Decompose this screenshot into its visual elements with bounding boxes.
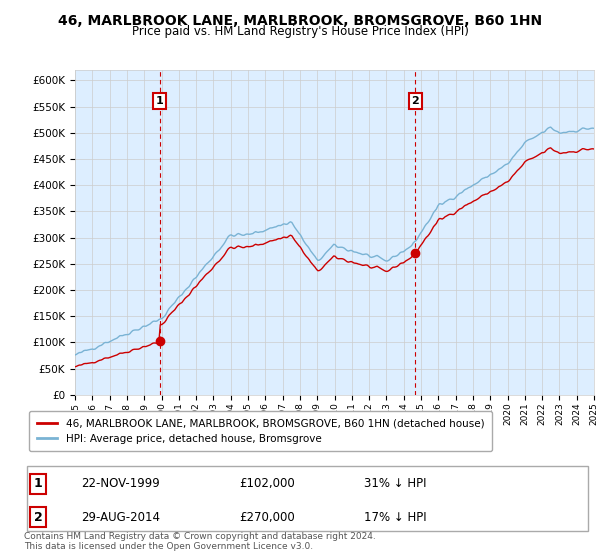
Text: Contains HM Land Registry data © Crown copyright and database right 2024.
This d: Contains HM Land Registry data © Crown c…	[24, 532, 376, 552]
Text: 1: 1	[156, 96, 164, 106]
Text: 2: 2	[34, 511, 43, 524]
Text: 2: 2	[412, 96, 419, 106]
Text: 1: 1	[34, 477, 43, 490]
Text: £102,000: £102,000	[239, 477, 295, 490]
Text: £270,000: £270,000	[239, 511, 295, 524]
Text: 29-AUG-2014: 29-AUG-2014	[80, 511, 160, 524]
Text: 31% ↓ HPI: 31% ↓ HPI	[364, 477, 427, 490]
Text: 17% ↓ HPI: 17% ↓ HPI	[364, 511, 427, 524]
Text: 22-NOV-1999: 22-NOV-1999	[80, 477, 160, 490]
Text: 46, MARLBROOK LANE, MARLBROOK, BROMSGROVE, B60 1HN: 46, MARLBROOK LANE, MARLBROOK, BROMSGROV…	[58, 14, 542, 28]
Legend: 46, MARLBROOK LANE, MARLBROOK, BROMSGROVE, B60 1HN (detached house), HPI: Averag: 46, MARLBROOK LANE, MARLBROOK, BROMSGROV…	[29, 411, 491, 451]
Text: Price paid vs. HM Land Registry's House Price Index (HPI): Price paid vs. HM Land Registry's House …	[131, 25, 469, 38]
